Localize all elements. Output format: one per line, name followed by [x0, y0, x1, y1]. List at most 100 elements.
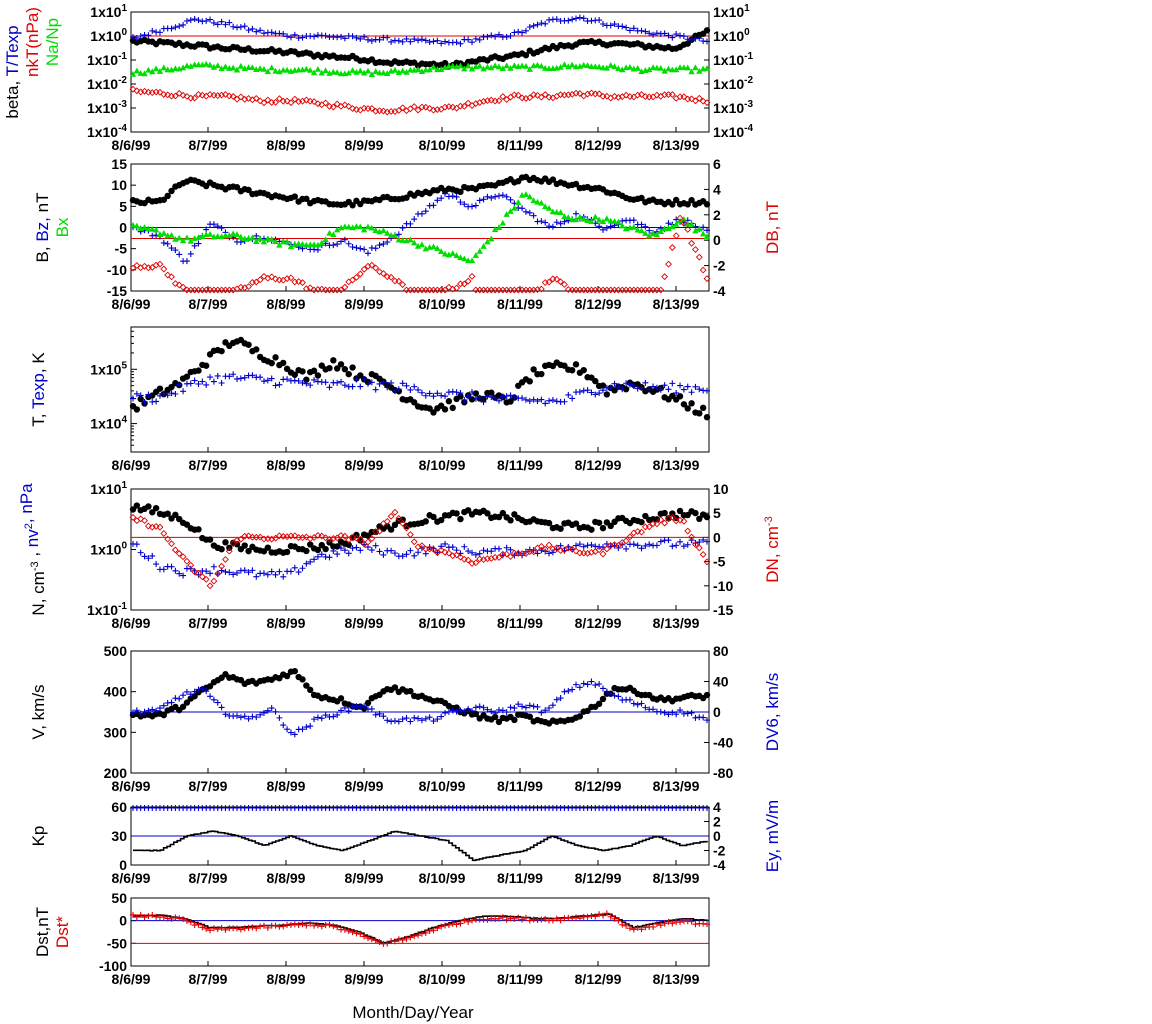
data-point	[206, 536, 214, 543]
data-point	[179, 237, 187, 244]
data-point	[187, 561, 195, 569]
y-tick-label: 0	[119, 857, 127, 873]
data-point	[630, 383, 637, 390]
data-point	[287, 99, 295, 107]
data-point	[137, 911, 144, 918]
data-point	[357, 372, 364, 379]
data-point	[464, 99, 472, 107]
data-point	[237, 62, 245, 69]
y-tick-label: 1x104	[90, 415, 127, 432]
data-point	[176, 234, 183, 241]
data-point	[465, 548, 472, 555]
data-point	[669, 510, 676, 517]
data-point	[391, 550, 398, 557]
data-point	[703, 27, 711, 34]
data-point	[488, 235, 495, 242]
data-point	[175, 281, 183, 289]
data-point	[595, 90, 603, 98]
data-point	[488, 194, 495, 201]
data-point	[168, 699, 175, 706]
data-point	[407, 547, 414, 554]
data-point	[472, 559, 480, 567]
y2-tick-label: -4	[713, 283, 726, 299]
data-point	[507, 392, 514, 399]
data-point	[538, 62, 545, 69]
data-point	[676, 507, 684, 515]
data-point	[141, 70, 148, 77]
data-point	[341, 366, 349, 373]
data-point	[245, 341, 252, 348]
data-point	[372, 542, 379, 549]
data-point	[283, 238, 291, 245]
data-point	[152, 65, 160, 72]
data-point	[333, 100, 341, 108]
data-point	[253, 238, 260, 244]
data-point	[430, 243, 437, 250]
data-point	[207, 16, 214, 23]
data-point	[684, 405, 691, 412]
data-point	[172, 567, 179, 574]
data-point	[380, 69, 387, 76]
data-point	[630, 223, 638, 230]
data-point	[453, 252, 460, 259]
data-point	[411, 933, 418, 940]
x-tick-label: 8/9/99	[345, 457, 384, 473]
data-point	[542, 707, 549, 714]
data-point	[349, 33, 356, 40]
data-point	[191, 377, 198, 384]
data-point	[203, 925, 210, 932]
data-point	[468, 65, 476, 72]
data-point	[345, 550, 352, 557]
data-point	[195, 286, 202, 294]
data-point	[469, 549, 476, 556]
data-point	[696, 225, 703, 232]
data-point	[522, 52, 530, 59]
data-point	[403, 194, 410, 201]
data-point	[130, 34, 136, 41]
data-point	[384, 717, 391, 724]
data-point	[488, 548, 495, 555]
data-point	[407, 220, 414, 227]
data-point	[153, 707, 160, 714]
data-point	[587, 286, 595, 294]
data-point	[599, 382, 607, 389]
data-point	[414, 243, 422, 249]
data-point	[407, 718, 414, 725]
data-point	[226, 373, 233, 380]
data-point	[287, 243, 295, 250]
data-point	[414, 106, 422, 114]
data-point	[438, 713, 445, 720]
data-point	[584, 62, 591, 68]
data-point	[430, 409, 437, 416]
data-point	[700, 224, 707, 231]
data-point	[438, 40, 445, 47]
data-point	[260, 238, 268, 245]
data-point	[676, 393, 684, 400]
data-point	[576, 541, 583, 548]
data-point	[276, 568, 283, 575]
data-point	[237, 535, 245, 543]
data-point	[703, 275, 711, 283]
data-point	[399, 67, 406, 74]
x-tick-label: 8/10/99	[419, 870, 466, 886]
data-point	[418, 210, 425, 217]
data-point	[180, 692, 187, 699]
data-point	[207, 570, 214, 577]
data-point	[291, 564, 298, 571]
data-point	[176, 695, 183, 702]
data-point	[642, 512, 649, 520]
data-point	[284, 726, 291, 733]
data-point	[588, 541, 595, 548]
data-point	[653, 286, 661, 294]
chart-panels: 1x10-4 1x10-3 1x10-2 1x10-1 1x100 1x101 1x10-4…	[3, 3, 782, 987]
data-point	[198, 286, 206, 294]
y2-tick-label: 2	[713, 814, 721, 830]
data-point	[191, 286, 199, 294]
data-point	[677, 919, 684, 926]
data-point	[241, 567, 248, 574]
data-point	[491, 226, 499, 233]
data-point	[445, 398, 453, 405]
data-point	[368, 224, 376, 231]
data-point	[591, 286, 599, 294]
data-point	[542, 20, 549, 27]
